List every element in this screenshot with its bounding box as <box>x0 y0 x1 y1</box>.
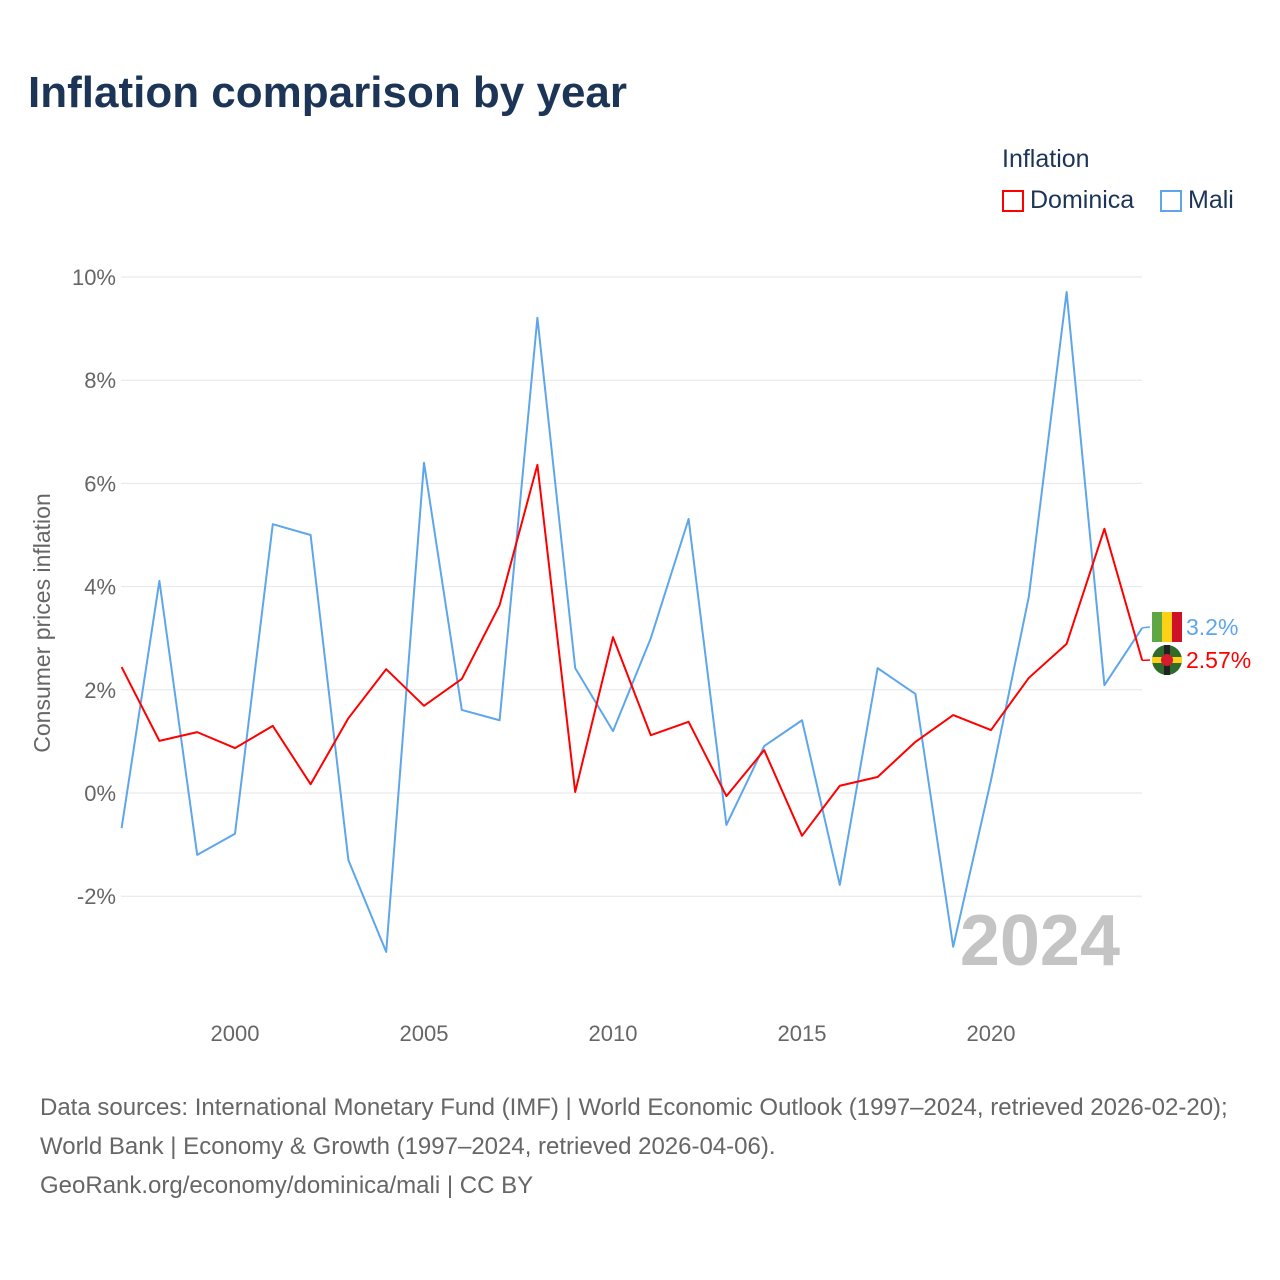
series-line-mali <box>120 290 1144 953</box>
legend-item-mali[interactable]: Mali <box>1160 186 1234 215</box>
y-axis-label: Consumer prices inflation <box>29 493 55 753</box>
legend-swatch-dominica <box>1002 189 1024 212</box>
x-tick-label: 2000 <box>211 1021 260 1046</box>
legend-swatch-mali <box>1160 189 1182 212</box>
y-tick-label: 8% <box>84 368 116 393</box>
legend-item-dominica[interactable]: Dominica <box>1002 186 1134 215</box>
end-label-dominica: 2.57% <box>1186 647 1251 673</box>
end-connector-mali <box>1142 626 1151 629</box>
y-tick-label: 6% <box>84 471 116 496</box>
series-line-dominica <box>120 463 1144 837</box>
year-watermark: 2024 <box>960 901 1120 981</box>
source-note: Data sources: International Monetary Fun… <box>40 1088 1250 1205</box>
y-tick-label: -2% <box>77 884 116 909</box>
source-text: Data sources: International Monetary Fun… <box>40 1094 1228 1160</box>
y-tick-label: 4% <box>84 575 116 600</box>
dominica-flag-icon-part <box>1161 654 1173 666</box>
source-link[interactable]: GeoRank.org/economy/dominica/mali | CC B… <box>40 1172 534 1199</box>
legend-label-mali: Mali <box>1188 186 1234 214</box>
end-label-mali: 3.2% <box>1186 614 1238 640</box>
mali-flag-icon-part <box>1172 612 1182 642</box>
x-tick-label: 2015 <box>778 1021 827 1046</box>
legend-title: Inflation <box>1002 145 1090 173</box>
mali-flag-icon <box>1152 612 1162 642</box>
x-tick-label: 2005 <box>400 1021 449 1046</box>
mali-flag-icon-part <box>1162 612 1172 642</box>
page-title: Inflation comparison by year <box>28 68 628 117</box>
y-tick-label: 0% <box>84 781 116 806</box>
legend-label-dominica: Dominica <box>1030 186 1135 214</box>
y-tick-label: 2% <box>84 678 116 703</box>
x-tick-label: 2010 <box>589 1021 638 1046</box>
y-tick-label: 10% <box>72 265 116 290</box>
x-tick-label: 2020 <box>967 1021 1016 1046</box>
